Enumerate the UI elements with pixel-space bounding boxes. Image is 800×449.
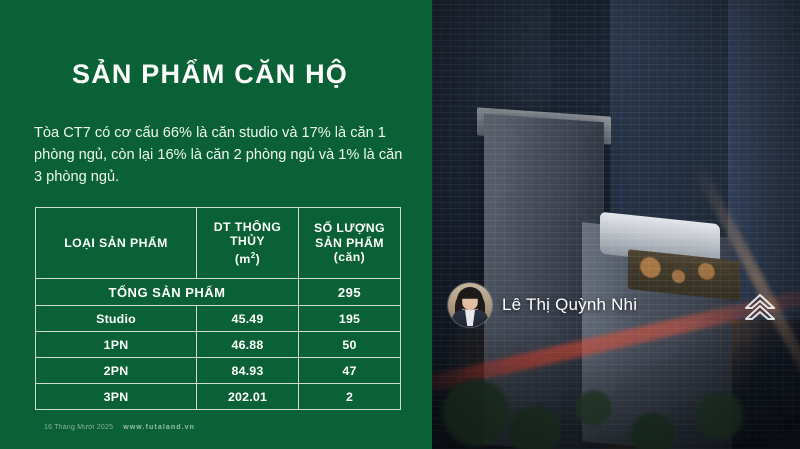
footer-website-link[interactable]: www.futaland.vn [123,424,196,431]
header-quantity-line2: SẢN PHẨM [315,235,384,250]
header-cell-net-area: DT THÔNG THỦY (m2) [196,207,299,279]
cell-quantity: 47 [298,357,401,384]
product-table-wrapper: LOẠI SẢN PHẨM DT THÔNG THỦY (m2) SỐ LƯỢN… [35,207,401,410]
table-header: LOẠI SẢN PHẨM DT THÔNG THỦY (m2) SỐ LƯỢN… [35,207,401,279]
page-title: SẢN PHẨM CĂN HỘ [71,59,348,89]
product-table: LOẠI SẢN PHẨM DT THÔNG THỦY (m2) SỐ LƯỢN… [35,207,401,410]
table-header-row: LOẠI SẢN PHẨM DT THÔNG THỦY (m2) SỐ LƯỢN… [35,207,401,279]
image-vignette [432,0,800,449]
building-render-image [432,0,800,449]
header-net-area-unit-post: ) [255,251,261,266]
chevron-logo-icon [738,288,782,332]
header-net-area-unit-pre: (m [234,251,251,266]
table-row: 3PN 202.01 2 [35,383,401,410]
table-row: 2PN 84.93 47 [35,357,401,384]
agent-overlay: Lê Thị Quỳnh Nhi [448,283,637,327]
footer-date: 16 Tháng Mười 2025 [44,424,114,431]
header-cell-product-type: LOẠI SẢN PHẨM [35,207,197,279]
header-quantity-line3: (căn) [333,250,366,265]
total-quantity: 295 [298,278,401,306]
cell-product-type: 3PN [35,383,197,410]
table-row: 1PN 46.88 50 [35,331,401,358]
table-row: Studio 45.49 195 [35,305,401,332]
footer: 16 Tháng Mười 2025 www.futaland.vn [44,424,195,431]
table-body: TỔNG SẢN PHẨM 295 Studio 45.49 195 1PN 4… [35,278,401,410]
right-image-panel: Lê Thị Quỳnh Nhi [432,0,800,449]
glass-tower-right [728,0,800,320]
cell-net-area: 84.93 [196,357,299,384]
header-quantity-line1: SỐ LƯỢNG [313,221,386,236]
header-net-area-line2: THỦY [229,234,266,249]
header-cell-quantity: SỐ LƯỢNG SẢN PHẨM (căn) [298,207,401,279]
cell-quantity: 195 [298,305,401,332]
cell-product-type: 1PN [35,331,197,358]
cell-net-area: 202.01 [196,383,299,410]
street-trees [432,329,800,449]
header-net-area-unit-sup: 2 [250,250,256,260]
cell-net-area: 46.88 [196,331,299,358]
left-content-panel: SẢN PHẨM CĂN HỘ Tòa CT7 có cơ cấu 66% là… [34,59,403,431]
cell-product-type: Studio [35,305,197,332]
agent-name: Lê Thị Quỳnh Nhi [502,295,638,314]
cell-product-type: 2PN [35,357,197,384]
cell-net-area: 45.49 [196,305,299,332]
cell-quantity: 2 [298,383,401,410]
intro-paragraph: Tòa CT7 có cơ cấu 66% là căn studio và 1… [34,125,403,185]
table-row-total: TỔNG SẢN PHẨM 295 [35,278,401,306]
avatar-shirt [465,310,475,326]
total-label: TỔNG SẢN PHẨM [35,278,299,306]
header-net-area-line1: DT THÔNG [213,219,282,234]
cell-quantity: 50 [298,331,401,358]
avatar [448,283,492,327]
